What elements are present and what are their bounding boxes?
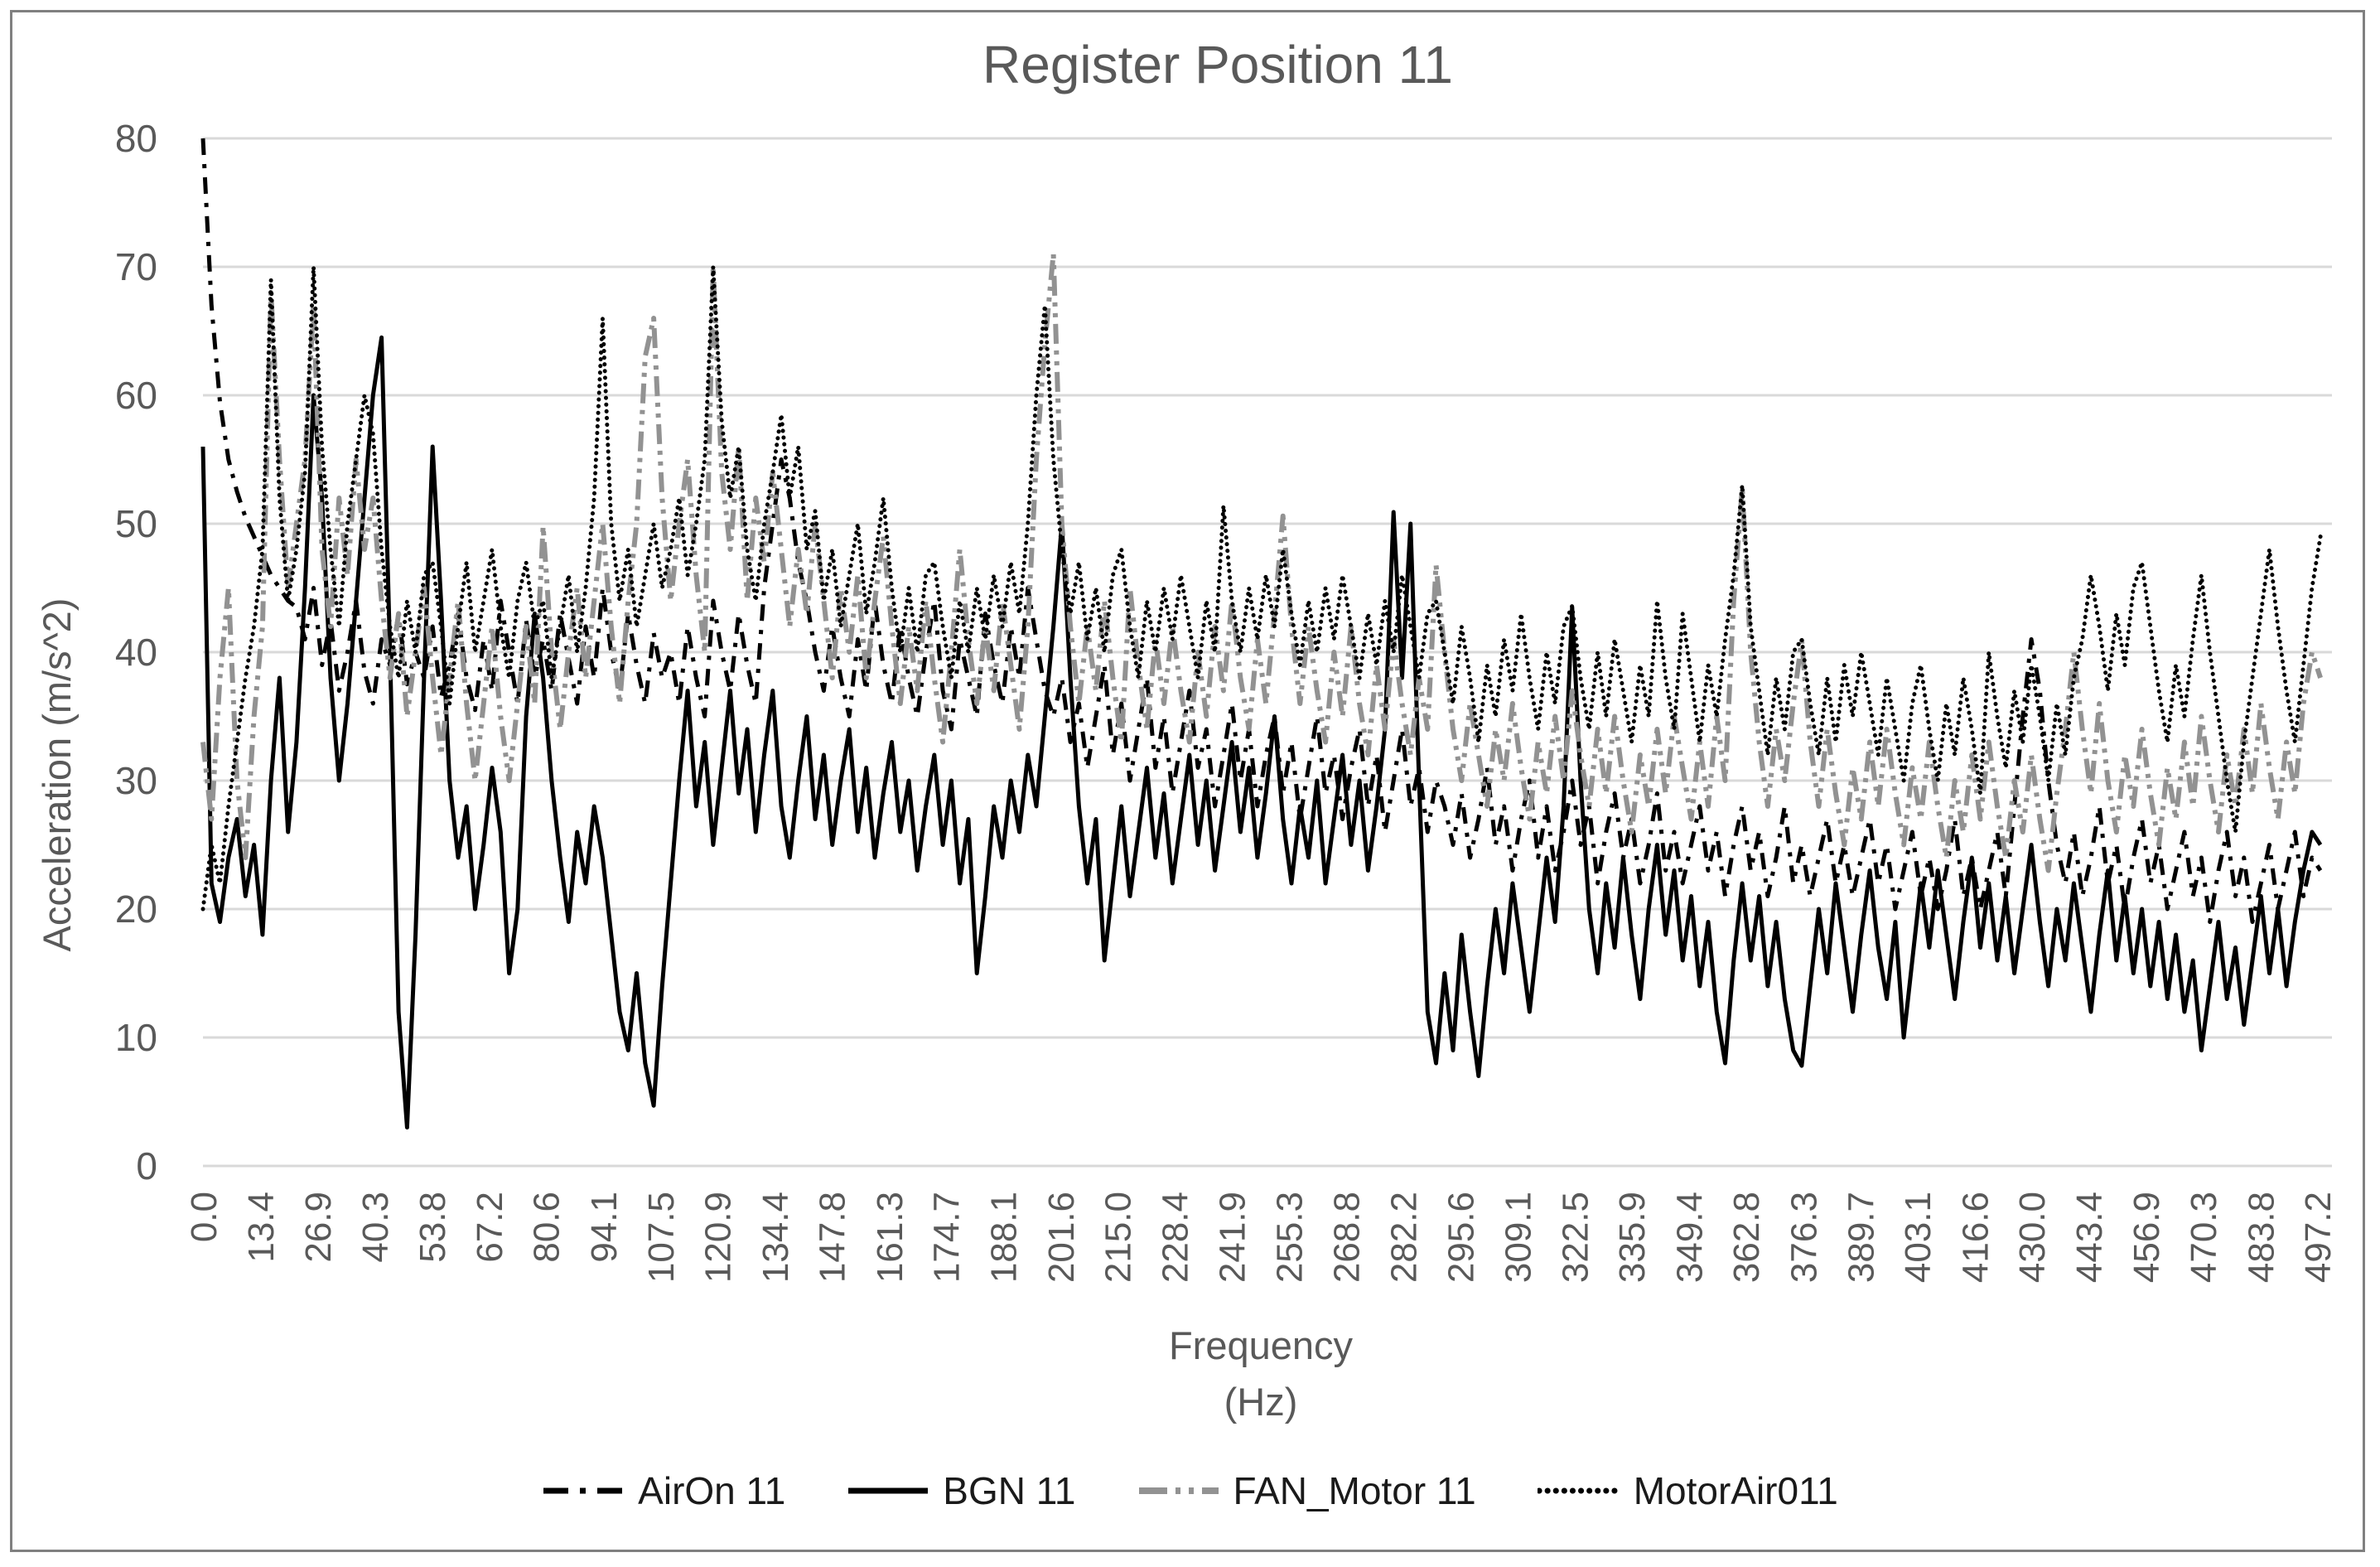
x-tick-label: 483.8 [2241,1192,2281,1283]
x-tick-label: 201.6 [1041,1192,1082,1283]
x-tick-label: 228.4 [1155,1192,1195,1283]
y-tick-label: 50 [115,502,157,545]
series-line-fan-motor-11 [200,251,2323,873]
x-tick-label: 282.2 [1383,1192,1424,1283]
series-line-motorair011 [200,264,2323,912]
x-tick-label: 80.6 [527,1192,567,1263]
legend-marker-icon [848,1487,929,1494]
x-tick-label: 161.3 [870,1192,910,1283]
x-tick-label: 53.8 [413,1192,453,1263]
x-tick-label: 376.3 [1784,1192,1824,1283]
legend-item-motorair011: MotorAir011 [1537,1468,1838,1513]
x-tick-label: 470.3 [2184,1192,2224,1283]
y-tick-label: 0 [136,1144,157,1187]
legend-marker-icon [1537,1487,1620,1494]
x-tick-label: 174.7 [927,1192,968,1283]
y-tick-label: 30 [115,759,157,802]
legend-item-fan-motor-11: FAN_Motor 11 [1137,1468,1476,1513]
x-tick-label: 120.9 [698,1192,739,1283]
x-tick-label: 335.9 [1612,1192,1653,1283]
x-tick-label: 389.7 [1841,1192,1881,1283]
y-tick-label: 40 [115,631,157,674]
x-tick-label: 255.3 [1269,1192,1310,1283]
x-tick-label: 241.9 [1213,1192,1253,1283]
legend-item-airon-11: AirOn 11 [542,1468,785,1513]
y-tick-label: 80 [115,117,157,160]
x-tick-label: 295.6 [1441,1192,1481,1283]
y-axis-title: Acceleration (m/s^2) [35,598,79,952]
gridlines [203,137,2332,1168]
x-tick-label: 268.8 [1327,1192,1368,1283]
x-tick-label: 215.0 [1098,1192,1139,1283]
x-tick-label: 147.8 [813,1192,853,1283]
x-tick-label: 322.5 [1555,1192,1596,1283]
y-tick-label: 20 [115,887,157,931]
legend-marker-icon [1138,1487,1219,1494]
chart-title: Register Position 11 [982,35,1453,94]
x-tick-label: 40.3 [355,1192,396,1263]
legend-label: MotorAir011 [1633,1469,1838,1512]
x-tick-label: 416.6 [1955,1192,1996,1283]
x-tick-labels: 0.0 13.4 26.9 40.3 53.8 67.2 80.6 94.1 107.5 120.… [184,1192,2339,1283]
x-tick-label: 67.2 [470,1192,510,1263]
x-tick-label: 188.1 [983,1192,1024,1283]
x-tick-label: 0.0 [184,1192,224,1242]
y-tick-label: 10 [115,1016,157,1059]
x-tick-label: 430.0 [2012,1192,2053,1283]
x-tick-label: 456.9 [2127,1192,2167,1283]
series-lines [200,138,2323,1129]
x-tick-label: 13.4 [241,1192,282,1263]
legend-marker-icon [543,1487,624,1494]
x-tick-label: 309.1 [1499,1192,1539,1283]
x-tick-label: 497.2 [2298,1192,2339,1283]
x-axis-title-line2: (Hz) [1224,1380,1298,1424]
y-tick-labels: 0 10 20 30 40 50 60 70 80 [115,117,157,1187]
x-axis-title-line1: Frequency [1169,1323,1354,1367]
legend-item-bgn-11: BGN 11 [847,1468,1076,1513]
legend-label: AirOn 11 [638,1469,786,1512]
x-tick-label: 403.1 [1898,1192,1938,1283]
x-tick-label: 26.9 [298,1192,339,1263]
x-tick-label: 134.4 [756,1192,796,1283]
y-tick-label: 70 [115,245,157,288]
legend-label: FAN_Motor 11 [1233,1469,1476,1512]
x-tick-label: 443.4 [2069,1192,2110,1283]
x-tick-label: 94.1 [584,1192,625,1263]
x-tick-label: 107.5 [641,1192,682,1283]
x-tick-label: 362.8 [1726,1192,1767,1283]
legend: AirOn 11 BGN 11 FAN_Motor 11 MotorAir011 [0,1468,2380,1513]
legend-label: BGN 11 [943,1469,1076,1512]
y-tick-label: 60 [115,374,157,417]
series-line-bgn-11 [200,335,2323,1129]
x-tick-label: 349.4 [1669,1192,1710,1283]
